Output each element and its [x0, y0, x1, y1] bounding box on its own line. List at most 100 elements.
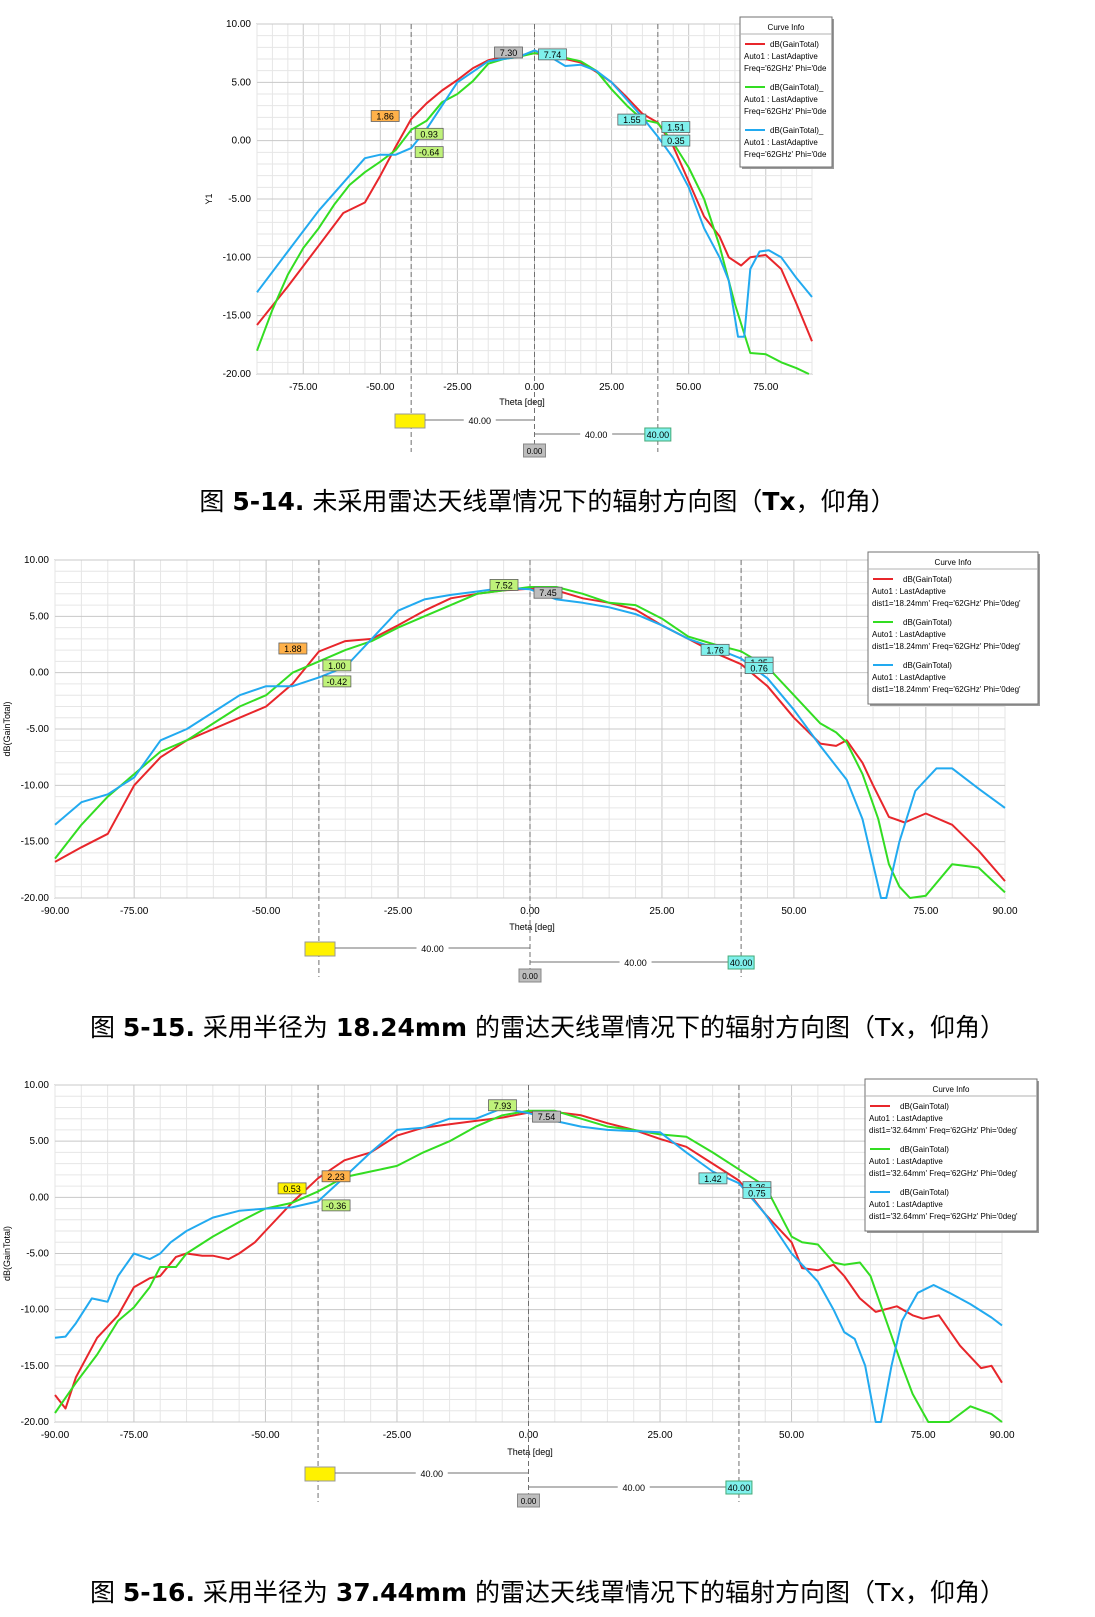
x-tick-label: -50.00: [366, 382, 395, 393]
figure-5-14: -75.00 -50.00 -25.00 0.00 25.00 50.00 75.00 10.…: [0, 0, 1095, 470]
marker-zero-box: [518, 968, 542, 983]
y-tick-label: 5.00: [232, 77, 252, 88]
marker-flag-value: 0.76: [750, 664, 768, 674]
y-tick-label: 0.00: [30, 668, 50, 679]
marker-flag-value: -0.36: [326, 1201, 347, 1211]
caption-5-14: 图 5-14. 未采用雷达天线罩情况下的辐射方向图（Tx，仰角）: [199, 487, 896, 516]
series-line-blue: [54, 1107, 1003, 1423]
marker-right-value: 40.00: [730, 958, 753, 968]
legend: Curve Info dB(GainTotal) Auto1 : LastAdapt…: [739, 16, 834, 169]
y-tick-label: -20.00: [223, 369, 252, 380]
marker-flag: -0.64: [414, 146, 444, 159]
y-tick-label: 5.00: [30, 1136, 50, 1147]
series-line-green: [54, 1109, 1003, 1423]
series-line-red: [54, 1111, 1003, 1410]
legend-entry-name: dB(GainTotal): [903, 575, 952, 584]
y-tick-label: 10.00: [24, 1080, 49, 1091]
marker-flag-box: [617, 113, 647, 126]
delta-right-label: 40.00: [585, 430, 608, 440]
legend-entry-variables: Freq='62GHz' Phi='0de: [744, 150, 827, 159]
marker-flag-box: [489, 579, 519, 591]
marker-flag-value: 1.51: [667, 123, 685, 133]
marker-flag-box: [700, 643, 730, 656]
legend-entry-variables: dist1='18.24mm' Freq='62GHz' Phi='0deg': [872, 599, 1021, 608]
delta-left-label: 40.00: [420, 1469, 443, 1479]
legend-entry-variables: dist1='32.64mm' Freq='62GHz' Phi='0deg': [869, 1169, 1018, 1178]
x-tick-label: -25.00: [443, 382, 472, 393]
delta-marker-yellow-box: [304, 941, 336, 957]
legend-box: [867, 551, 1039, 705]
marker-flag-value: 1.55: [623, 115, 641, 125]
y-tick-label: -10.00: [21, 780, 50, 791]
marker-flag: 1.88: [278, 642, 308, 655]
legend-title: Curve Info: [933, 1085, 970, 1094]
delta-marker-yellow-box: [394, 413, 426, 429]
marker-flag-value: 2.23: [327, 1172, 345, 1182]
marker-flag: 1.00: [322, 659, 352, 672]
marker-flag-box: [661, 134, 691, 147]
marker-flag-box: [698, 1172, 728, 1185]
legend-box: [739, 16, 833, 168]
marker-zero-box: [523, 443, 546, 458]
x-tick-label: 0.00: [519, 1430, 539, 1441]
marker-flag: 7.74: [538, 48, 567, 61]
marker-flag-value: 7.93: [494, 1101, 512, 1111]
x-tick-label: 25.00: [649, 906, 674, 917]
marker-flag-box: [661, 121, 691, 133]
marker-flag: 7.54: [532, 1110, 561, 1123]
marker-flag-value: 0.93: [420, 129, 438, 139]
x-tick-label: -25.00: [383, 1430, 412, 1441]
marker-flag: -0.36: [321, 1199, 351, 1212]
y-tick-label: 10.00: [24, 555, 49, 566]
marker-flag-box: [414, 146, 444, 159]
x-tick-label: 75.00: [911, 1430, 936, 1441]
marker-flag-box: [494, 46, 523, 59]
y-tick-label: 5.00: [30, 611, 50, 622]
y-tick-label: 10.00: [226, 19, 251, 30]
y-tick-label: -20.00: [21, 893, 50, 904]
marker-flag-value: 7.45: [539, 588, 557, 598]
x-tick-label: 90.00: [989, 1430, 1014, 1441]
marker-flag-box: [744, 662, 774, 675]
legend-entry-solution: Auto1 : LastAdaptive: [744, 52, 818, 61]
delta-left-bg: [415, 1467, 448, 1479]
legend: Curve Info dB(GainTotal) Auto1 : LastAdapt…: [864, 1078, 1039, 1233]
series-line-red: [54, 587, 1006, 882]
marker-right-value: 40.00: [728, 1483, 751, 1493]
delta-marker-yellow-box: [304, 1466, 336, 1482]
radiation-pattern-chart-5-14: -75.00 -50.00 -25.00 0.00 25.00 50.00 75.00 10.…: [204, 16, 834, 458]
legend-entry-solution: Auto1 : LastAdaptive: [869, 1157, 943, 1166]
legend-entry-name: dB(GainTotal): [900, 1188, 949, 1197]
y-tick-label: -5.00: [26, 724, 49, 735]
legend-box: [864, 1078, 1038, 1232]
marker-flag-value: 7.30: [500, 48, 518, 58]
marker-flag-box: [414, 127, 444, 140]
marker-flag: 0.53: [277, 1182, 307, 1195]
x-tick-label: 90.00: [992, 906, 1017, 917]
series-line-green: [256, 52, 810, 375]
y-tick-label: -15.00: [21, 1361, 50, 1372]
marker-flag-value: 1.76: [706, 645, 724, 655]
delta-left-label: 40.00: [421, 944, 444, 954]
marker-flag-value: 1.00: [328, 661, 346, 671]
marker-flag-box: [277, 1182, 307, 1195]
x-tick-label: 75.00: [753, 382, 778, 393]
x-axis-label: Theta [deg]: [499, 397, 545, 407]
marker-flag-value: 0.53: [283, 1184, 301, 1194]
radiation-pattern-chart-5-16: -90.00 -75.00 -50.00 -25.00 0.00 25.00 50.00 75…: [2, 1078, 1039, 1508]
delta-right-bg: [617, 1481, 650, 1493]
marker-flag-box: [322, 675, 352, 688]
y-axis-label: dB(GainTotal): [2, 1226, 12, 1281]
marker-flag: 1.42: [698, 1172, 728, 1185]
marker-flag: 1.76: [700, 643, 730, 656]
y-tick-label: -10.00: [21, 1305, 50, 1316]
x-tick-label: 50.00: [779, 1430, 804, 1441]
marker-flag-value: -0.64: [419, 148, 440, 158]
marker-flag: 1.51: [661, 121, 691, 133]
legend-entry-variables: dist1='18.24mm' Freq='62GHz' Phi='0deg': [872, 642, 1021, 651]
x-tick-label: 50.00: [676, 382, 701, 393]
x-tick-label: -75.00: [120, 906, 149, 917]
x-tick-label: 75.00: [913, 906, 938, 917]
marker-zero-box: [517, 1493, 540, 1508]
marker-flag-box: [370, 110, 400, 122]
